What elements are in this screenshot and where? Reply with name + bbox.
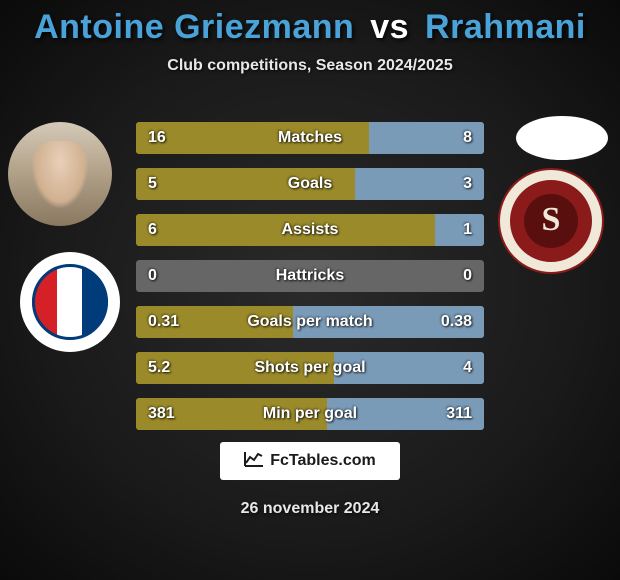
date-label: 26 november 2024	[0, 500, 620, 518]
stat-label: Hattricks	[136, 260, 484, 292]
sparta-crest	[524, 194, 578, 248]
page-title: Antoine Griezmann vs Rrahmani	[0, 8, 620, 47]
stat-row: 168Matches	[136, 122, 484, 154]
stat-row: 5.24Shots per goal	[136, 352, 484, 384]
player1-club-logo	[20, 252, 120, 352]
player2-photo	[516, 116, 608, 160]
player1-photo	[8, 122, 112, 226]
chart-icon	[244, 451, 264, 472]
stat-label: Goals	[136, 168, 484, 200]
comparison-card: Antoine Griezmann vs Rrahmani Club compe…	[0, 0, 620, 580]
stat-row: 00Hattricks	[136, 260, 484, 292]
subtitle: Club competitions, Season 2024/2025	[0, 57, 620, 75]
brand-text: FcTables.com	[270, 452, 376, 470]
stat-label: Assists	[136, 214, 484, 246]
brand-badge: FcTables.com	[220, 442, 400, 480]
stat-label: Min per goal	[136, 398, 484, 430]
stats-bars: 168Matches 53Goals 61Assists 00Hattricks 0.3…	[136, 122, 484, 444]
stat-row: 53Goals	[136, 168, 484, 200]
stat-label: Goals per match	[136, 306, 484, 338]
atletico-crest	[32, 264, 108, 340]
player2-club-logo	[500, 170, 602, 272]
stat-row: 61Assists	[136, 214, 484, 246]
vs-label: vs	[370, 8, 409, 46]
player1-name: Antoine Griezmann	[34, 8, 354, 46]
stat-label: Shots per goal	[136, 352, 484, 384]
stat-row: 381311Min per goal	[136, 398, 484, 430]
stat-label: Matches	[136, 122, 484, 154]
player2-name: Rrahmani	[425, 8, 586, 46]
stat-row: 0.310.38Goals per match	[136, 306, 484, 338]
